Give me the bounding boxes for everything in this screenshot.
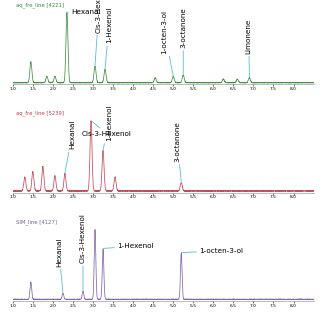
Text: SIM_line [4127]: SIM_line [4127] [16,219,57,225]
Text: Limonene: Limonene [246,18,252,77]
Text: aq_fre_line [4221]: aq_fre_line [4221] [16,3,64,8]
Text: Hexanal: Hexanal [56,237,63,292]
Text: 3-octanone: 3-octanone [174,121,181,182]
Text: Cis-3-Hexenol: Cis-3-Hexenol [82,121,132,137]
Text: Cis-3-Hexenol: Cis-3-Hexenol [80,213,86,290]
Text: 1-Hexenol: 1-Hexenol [105,7,112,69]
Text: 1-octen-3-ol: 1-octen-3-ol [181,248,243,254]
Text: 1-octen-3-ol: 1-octen-3-ol [161,10,173,76]
Text: Hexanal: Hexanal [67,9,100,15]
Text: Cis-3-Hexenol: Cis-3-Hexenol [95,0,102,65]
Text: Hexanal: Hexanal [65,120,75,173]
Text: 3-octanone: 3-octanone [180,7,186,74]
Text: aq_fre_line [5239]: aq_fre_line [5239] [16,111,64,116]
Text: 1-Hexenol: 1-Hexenol [103,243,154,249]
Text: 1-Hexenol: 1-Hexenol [103,104,112,150]
